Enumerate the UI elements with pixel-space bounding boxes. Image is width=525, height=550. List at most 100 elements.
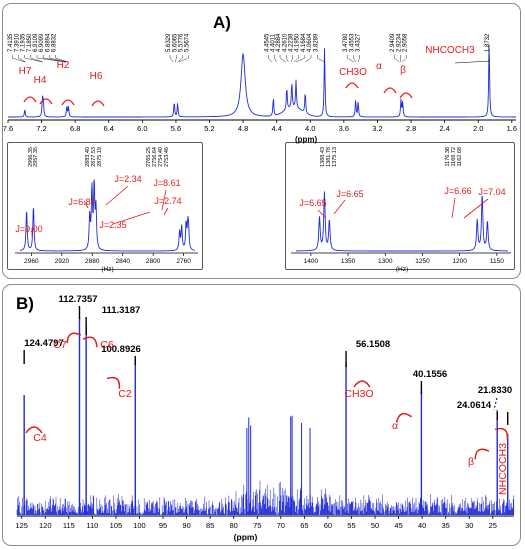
a-annotation-h2: H2 xyxy=(57,60,70,71)
a-x-tick-label: 5.2 xyxy=(204,124,214,133)
b-annotation-bracket xyxy=(494,427,509,440)
a-annotation-h6: H6 xyxy=(90,71,103,82)
b-carbon-label-ch3o: CH3O xyxy=(344,388,373,400)
a-peak-leader xyxy=(402,55,407,63)
a-x-tick-label: 4.0 xyxy=(305,124,315,133)
inset-right-tick-label: 1350 xyxy=(341,258,356,265)
b-x-tick-label: 30 xyxy=(465,521,473,530)
b-annotation-bracket xyxy=(353,380,371,388)
inset-right-spectrum xyxy=(296,191,508,252)
a-peak-shift-label: 3.4553 xyxy=(349,33,355,52)
a-x-tick-label: 7.6 xyxy=(3,124,13,133)
b-x-tick-label: 35 xyxy=(442,521,450,530)
a-nhcoch3-leader xyxy=(454,60,491,64)
a-peak-leader xyxy=(11,55,25,63)
a-peak-leader xyxy=(36,55,66,63)
a-x-tick-label: 5.6 xyxy=(171,124,181,133)
a-annotation-bracket xyxy=(39,98,53,105)
b-peak-value-label: 100.8926 xyxy=(101,344,141,355)
a-peak-shift-label: 4.4545 xyxy=(264,33,270,52)
inset-left-j-pointer xyxy=(112,211,151,225)
a-peak-leader xyxy=(268,55,273,63)
a-x-tick-label: 6.4 xyxy=(104,124,114,133)
inset-left-peak-label: 2877.53 xyxy=(91,147,97,167)
b-carbon-label-nhcoch3: NHCOCH3 xyxy=(497,443,509,495)
a-peak-shift-label: 4.2238 xyxy=(288,33,294,52)
a-annotation-bracket xyxy=(91,100,105,107)
b-x-tick-label: 70 xyxy=(277,521,285,530)
a-peak-leader xyxy=(353,55,357,63)
b-x-tick-label: 40 xyxy=(418,521,426,530)
b-x-tick-label: 85 xyxy=(206,521,214,530)
a-peak-shift-label: 5.5776 xyxy=(178,33,184,52)
a-peak-leader xyxy=(42,55,67,63)
b-x-tick-label: 75 xyxy=(253,521,261,530)
a-x-tick-label: 6.8 xyxy=(70,124,80,133)
inset-left-x-label: (Hz) xyxy=(101,266,113,273)
inset-left-j-label: J=2.34 xyxy=(114,174,141,184)
a-peak-shift-label: 4.1684 xyxy=(301,33,307,52)
b-carbon-label-c6: C6 xyxy=(100,339,114,351)
b-peak-value-label: 56.1508 xyxy=(356,339,390,350)
a-peak-shift-label: 2.9058 xyxy=(403,33,409,52)
inset-right-j-pointer xyxy=(333,199,346,215)
b-carbon-label-β: β xyxy=(468,456,474,468)
inset-left-peak-label: 2875.19 xyxy=(97,147,103,167)
a-peak-leader xyxy=(274,55,277,63)
b-x-tick-label: 105 xyxy=(110,521,123,530)
inset-left-peak-label: 2883.40 xyxy=(85,147,91,167)
b-annotation-bracket xyxy=(474,448,490,460)
b-peak-value-label: 40.1556 xyxy=(413,369,447,380)
panel-a-label: A) xyxy=(213,13,231,32)
b-carbon-label-α: α xyxy=(392,420,398,432)
a-peak-leader xyxy=(394,55,400,63)
inset-right-peak-label: 1176.38 xyxy=(445,147,451,166)
a-peak-shift-label: 4.1950 xyxy=(295,33,301,52)
a-peak-shift-label: 7.1850 xyxy=(27,33,33,52)
inset-right-tick-label: 1300 xyxy=(378,258,393,265)
a-peak-shift-label: 5.6065 xyxy=(172,33,178,52)
inset-right-j-label: J=7.04 xyxy=(478,187,505,197)
a-peak-shift-label: 6.8894 xyxy=(45,33,51,52)
a-peak-leader xyxy=(293,55,299,63)
b-x-tick-label: 100 xyxy=(133,521,146,530)
inset-right-peak-label: 1381.78 xyxy=(326,147,332,167)
inset-left-tick-label: 2880 xyxy=(85,258,100,265)
a-peak-shift-label: 6.8832 xyxy=(52,33,58,52)
a-peak-shift-label: 4.4011 xyxy=(270,33,276,52)
a-peak-shift-label: 5.6329 xyxy=(166,33,172,52)
a-peak-shift-label: 4.0604 xyxy=(307,33,313,52)
b-peak-value-label: 21.8330 xyxy=(478,385,512,396)
inset-left-j-label: J=2.35 xyxy=(99,220,126,230)
inset-right-j-label: J=6.66 xyxy=(444,186,471,196)
inset-left-peak-label: 2957.35 xyxy=(33,147,39,167)
inset-left-j-label: J=6.87 xyxy=(68,197,95,207)
a-annotation-bracket xyxy=(399,92,413,99)
a-annotation-bracket xyxy=(23,96,37,103)
b-peak-value-label: 124.4797 xyxy=(24,338,64,349)
b-peak-value-label: 111.3187 xyxy=(102,305,141,316)
inset-right-j-pointer xyxy=(463,198,489,219)
inset-left-peak-label: 2765.25 xyxy=(146,147,152,167)
a-peak-leader xyxy=(30,55,43,63)
b-x-tick-label: 25 xyxy=(489,521,497,530)
inset-left-j-label: J=8.61 xyxy=(153,178,180,188)
b-x-tick-label: 90 xyxy=(182,521,190,530)
inset-left-frame xyxy=(7,142,203,270)
inset-left-j-pointer xyxy=(161,189,167,211)
a-peak-leader xyxy=(175,55,177,63)
a-peak-shift-label: 6.9109 xyxy=(33,33,39,52)
inset-right-tick-label: 1150 xyxy=(490,258,504,265)
a-peak-leader xyxy=(279,55,287,63)
b-annotation-bracket xyxy=(106,376,121,389)
inset-left-peak-label: 2753.46 xyxy=(164,147,170,167)
a-annotation-bracket xyxy=(345,82,359,89)
a-peak-leader xyxy=(317,55,325,63)
a-annotation-bracket xyxy=(61,99,75,106)
b-x-tick-label: 50 xyxy=(371,521,379,530)
a-peak-shift-label: 6.9099 xyxy=(39,33,45,52)
inset-left-tick-label: 2800 xyxy=(146,258,161,265)
a-x-tick-label: 1.6 xyxy=(507,124,517,133)
